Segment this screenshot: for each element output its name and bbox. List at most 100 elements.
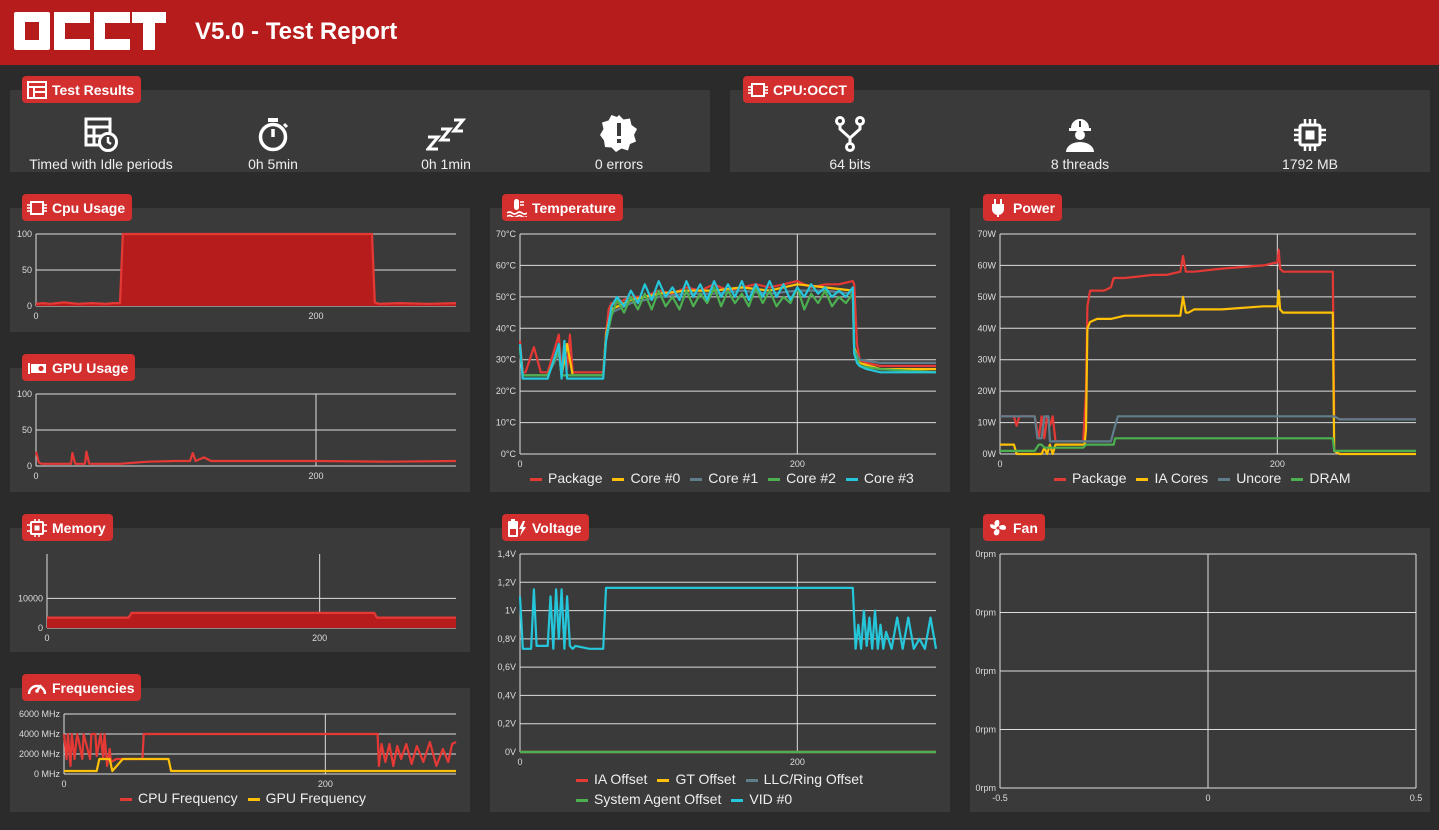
y-tick-label: 0rpm: [975, 725, 996, 735]
legend-label: GT Offset: [675, 771, 736, 787]
series-line: [34, 450, 457, 465]
x-tick-label: 0: [517, 757, 522, 767]
y-tick-label: 30°C: [496, 355, 517, 365]
chip-icon: [1220, 108, 1400, 152]
legend-label: Core #0: [630, 470, 681, 486]
legend-item: Package: [530, 470, 602, 486]
series-line: [1000, 437, 1416, 452]
y-tick-label: 10°C: [496, 418, 517, 428]
x-tick-label: 0: [33, 311, 38, 321]
legend-label: Package: [1072, 470, 1127, 486]
fan-label: Fan: [1013, 519, 1038, 536]
y-tick-label: 0: [38, 623, 43, 633]
legend-swatch: [530, 477, 542, 481]
y-tick-label: 0,8V: [497, 634, 516, 644]
legend-swatch: [120, 797, 132, 801]
y-tick-label: 0,6V: [497, 662, 516, 672]
legend-item: Core #3: [845, 470, 914, 486]
stat-text: 0 errors: [594, 156, 644, 172]
voltage-legend: IA Offset GT Offset LLC/Ring Offset System …: [576, 769, 916, 809]
legend-swatch: [247, 797, 260, 801]
fan-panel: [970, 528, 1430, 812]
x-tick-label: 0: [33, 471, 38, 481]
legend-item: System Agent Offset: [576, 789, 721, 809]
legend-item: Core #0: [612, 470, 680, 486]
frequencies-label: Frequencies: [52, 679, 135, 696]
x-tick-label: 200: [318, 779, 333, 789]
stat-test-mode: Timed with Idle periods: [11, 108, 191, 172]
series-line: [518, 280, 936, 380]
y-tick-label: 10W: [977, 418, 996, 428]
x-tick-label: 0: [517, 459, 522, 469]
series-line: [35, 232, 457, 305]
stat-text: 64 bits: [829, 156, 871, 172]
legend-swatch: [690, 477, 703, 481]
y-tick-label: 100: [17, 389, 32, 399]
legend-label: Core #3: [863, 470, 914, 486]
series-line: [1000, 289, 1416, 456]
battery-bolt-icon: [507, 518, 527, 537]
legend-item: Core #2: [768, 470, 836, 486]
temperature-tag: Temperature: [502, 194, 623, 221]
cpu-usage-label: Cpu Usage: [52, 199, 126, 216]
power-panel: [970, 208, 1430, 492]
y-tick-label: 70W: [977, 229, 996, 239]
stat-text: 8 threads: [1050, 156, 1110, 172]
legend-label: IA Cores: [1154, 470, 1209, 486]
legend-label: LLC/Ring Offset: [763, 771, 863, 787]
legend-label: System Agent Offset: [594, 791, 722, 807]
y-tick-label: 0°C: [501, 449, 517, 459]
fan-icon: [988, 519, 1008, 537]
y-tick-label: 30W: [977, 355, 996, 365]
stat-errors: 0 errors: [529, 108, 709, 172]
stopwatch-icon: [183, 108, 363, 152]
y-tick-label: 20°C: [496, 386, 517, 396]
x-tick-label: 0: [1205, 793, 1210, 803]
legend-swatch: [845, 477, 858, 481]
y-tick-label: 100: [17, 229, 32, 239]
x-tick-label: 0.5: [1410, 793, 1423, 803]
memory-label: Memory: [52, 519, 106, 536]
stat-memory-size: 1792 MB: [1220, 108, 1400, 172]
y-tick-label: 1,2V: [497, 577, 516, 587]
legend-item: Uncore: [1218, 470, 1281, 486]
x-tick-label: 200: [308, 471, 323, 481]
y-tick-label: 0rpm: [975, 608, 996, 618]
stat-text: 0h 1min: [421, 156, 471, 172]
memory-panel: [10, 528, 470, 652]
stat-duration: 0h 5min: [183, 108, 363, 172]
y-tick-label: 0 MHz: [34, 769, 61, 779]
cpu-usage-tag: Cpu Usage: [22, 194, 133, 221]
legend-item: GPU Frequency: [247, 790, 366, 806]
stat-idle: 0h 1min: [356, 108, 536, 172]
calendar-clock-icon: [11, 108, 191, 152]
legend-label: Core #1: [708, 470, 759, 486]
thermometer-icon: [507, 198, 527, 217]
y-tick-label: 0: [27, 461, 32, 471]
legend-swatch: [576, 778, 588, 782]
test-results-tag: Test Results: [22, 76, 142, 103]
cpu-icon: [27, 199, 47, 217]
memory-tag: Memory: [22, 514, 113, 541]
legend-swatch: [731, 798, 744, 802]
gpu-usage-tag: GPU Usage: [22, 354, 136, 381]
y-tick-label: 70°C: [496, 229, 517, 239]
cpu-info-label: CPU:OCCT: [773, 81, 847, 98]
y-tick-label: 50°C: [496, 292, 517, 302]
y-tick-label: 0rpm: [975, 783, 996, 793]
voltage-tag: Voltage: [502, 514, 589, 541]
legend-label: DRAM: [1309, 470, 1351, 486]
legend-item: LLC/Ring Offset: [745, 769, 863, 789]
legend-label: VID #0: [749, 791, 793, 807]
y-tick-label: 2000 MHz: [19, 749, 61, 759]
x-tick-label: 0: [61, 779, 66, 789]
legend-swatch: [768, 477, 781, 481]
legend-label: Uncore: [1236, 470, 1282, 486]
legend-label: Package: [548, 470, 603, 486]
chip-icon: [27, 518, 47, 537]
legend-swatch: [612, 477, 625, 481]
temperature-legend: Package Core #0 Core #1 Core #2 Core #3: [530, 470, 924, 486]
series-line: [64, 757, 456, 773]
